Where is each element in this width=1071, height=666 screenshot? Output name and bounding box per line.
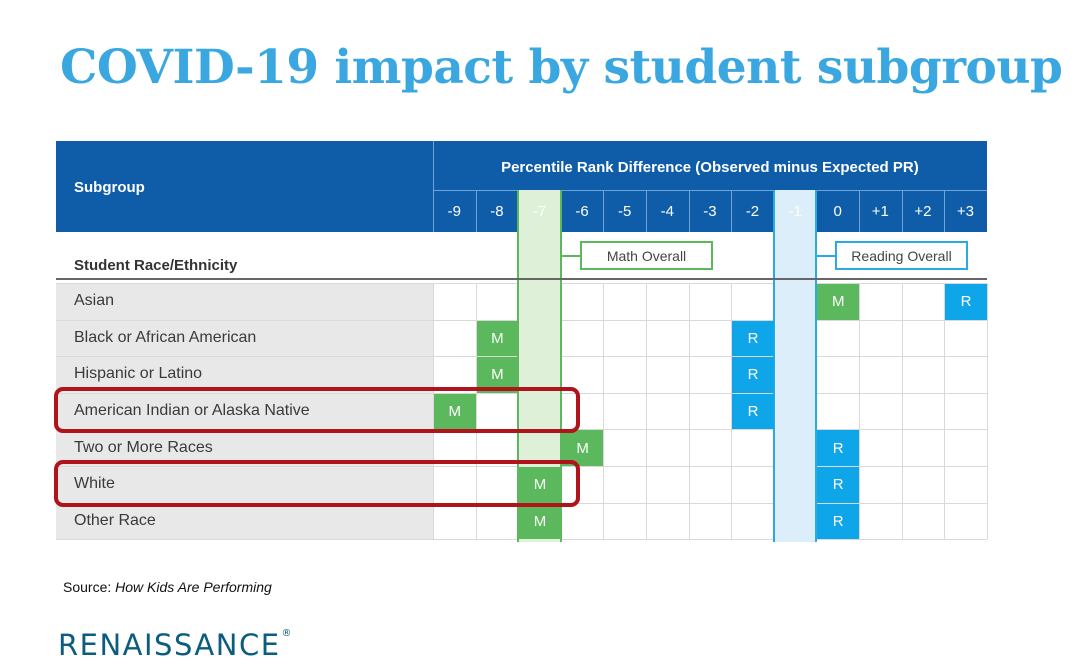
grid-line [433,283,434,540]
grid-line [731,283,733,540]
row-label-cell [56,466,433,503]
column-label: -4 [660,202,674,220]
column-label: -8 [490,202,504,220]
row-label-cell [56,319,433,357]
row-highlight [54,460,580,507]
column-label: -2 [745,202,760,220]
header-col-divider [944,190,946,232]
math-marker: M [817,284,859,320]
section-label: Student Race/Ethnicity [74,257,238,274]
grid-line [475,283,477,540]
row-highlight [54,386,580,434]
header-col-divider [859,190,860,232]
reading-marker: R [945,284,987,320]
reading-overall-legend: Reading Overall [835,241,968,270]
column-label: 0 [833,202,842,220]
header-col-divider [901,190,903,232]
grid-line [986,283,988,540]
reading-marker: R [732,320,774,357]
row-label: Hispanic or Latino [74,365,203,383]
row-label: Two or More Races [74,438,213,456]
grid-line [944,283,946,540]
header-axis-title: Percentile Rank Difference (Observed min… [501,159,919,176]
header-col-divider [475,190,477,232]
reading-marker: R [732,357,774,393]
reading-marker: R [732,393,774,430]
header-col-divider [603,190,605,232]
row-label: White [74,475,115,493]
header-subgroup-label: Subgroup [74,179,145,196]
reading-marker: R [817,467,859,503]
column-label: -1 [788,202,802,220]
logo-trademark: ® [281,628,292,639]
reading-marker: R [817,430,859,466]
row-label-cell [56,392,433,430]
grid-line [901,283,903,540]
reading-overall-band [772,190,818,543]
column-label: -9 [447,202,461,220]
header-col-divider [688,190,690,232]
column-label: +3 [956,202,975,220]
renaissance-logo: RENAISSANCE® [58,628,292,662]
logo-text: RENAISSANCE [58,628,281,662]
grid-line [646,283,647,540]
header-col-divider [646,190,647,232]
row-label: American Indian or Alaska Native [74,402,310,420]
grid-line [859,283,860,540]
row-label: Asian [74,292,115,310]
math-legend-connector [561,255,580,257]
source-prefix: Source: [63,579,116,595]
math-marker: M [434,393,476,430]
header-col-divider [731,190,733,232]
row-label: Black or African American [74,328,257,346]
grid-line [688,283,690,540]
page-title: COVID-19 impact by student subgroup [60,40,1063,95]
column-label: -6 [575,202,589,220]
section-separator [56,278,987,280]
reading-legend-connector [817,255,835,257]
column-label: -7 [532,202,547,220]
row-label-cell [56,502,433,540]
row-label: Other Race [74,511,156,529]
grid-line [603,283,605,540]
row-label-cell [56,283,433,320]
math-overall-legend: Math Overall [580,241,713,270]
math-marker: M [519,503,561,540]
column-label: -5 [618,202,632,220]
math-marker: M [476,320,519,357]
row-label-cell [56,429,433,466]
column-label: -3 [703,202,717,220]
column-label: +1 [871,202,889,220]
source-title: How Kids Are Performing [115,579,272,595]
column-label: +2 [914,202,932,220]
header-mid-line [433,190,987,191]
row-label-cell [56,356,433,393]
header-divider [433,141,434,232]
reading-marker: R [817,503,859,540]
source-note: Source: How Kids Are Performing [63,579,272,595]
math-marker: M [519,467,561,503]
